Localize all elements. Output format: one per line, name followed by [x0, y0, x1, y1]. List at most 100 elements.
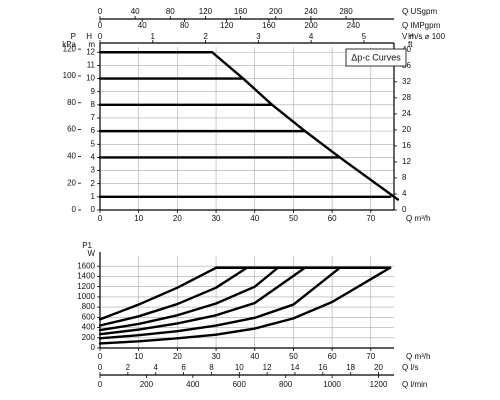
- x-tick-label: 50: [289, 214, 298, 223]
- extra-axis-label: Q l/min: [402, 380, 427, 389]
- y-axis-label: H: [86, 32, 92, 41]
- curve: [98, 266, 392, 345]
- extra-axis-label: V m/s ⌀ 100: [402, 32, 446, 41]
- x-tick-label: 10: [134, 352, 143, 361]
- extra-axis-tick-label: 0: [98, 21, 103, 30]
- extra-axis-tick-label: 800: [279, 380, 293, 389]
- extra-axis-tick-label: 1200: [370, 380, 388, 389]
- extra-axis-tick-label: 60: [67, 125, 76, 134]
- extra-axis-tick-label: 600: [233, 380, 247, 389]
- extra-axis-tick-label: 2: [126, 363, 131, 372]
- extra-axis-tick-label: 1: [151, 32, 156, 41]
- y-tick-label: 800: [82, 302, 96, 311]
- y-tick-label: 1400: [77, 272, 95, 281]
- extra-axis-tick-label: 240: [304, 7, 318, 16]
- extra-axis-tick-label: 20: [374, 363, 383, 372]
- extra-axis-tick-label: 120: [199, 7, 213, 16]
- x-tick-label: 20: [173, 352, 182, 361]
- extra-axis-tick-label: 1000: [323, 380, 341, 389]
- curve: [98, 266, 280, 332]
- y-axis-label: P1: [82, 241, 92, 250]
- extra-axis-tick-label: 80: [180, 21, 189, 30]
- curve: [210, 51, 400, 201]
- y-tick-label: 7: [91, 113, 96, 122]
- extra-axis-tick-label: 16: [318, 363, 327, 372]
- y-tick-label: 3: [91, 166, 96, 175]
- extra-axis-label: Q USgpm: [402, 7, 437, 16]
- extra-axis-tick-label: 0: [98, 380, 103, 389]
- x-tick-label: 0: [98, 352, 103, 361]
- extra-axis-tick-label: 0: [98, 363, 103, 372]
- y-tick-label: 1600: [77, 261, 95, 270]
- x-tick-label: 60: [328, 214, 337, 223]
- x-tick-label: 30: [212, 214, 221, 223]
- extra-axis-tick-label: 200: [269, 7, 283, 16]
- extra-axis-tick-label: 40: [67, 151, 76, 160]
- extra-axis-tick-label: 4: [153, 363, 158, 372]
- extra-axis-label: Q l/s: [402, 363, 418, 372]
- annotation: Δp-c Curves: [351, 52, 401, 62]
- extra-axis-tick-label: 14: [291, 363, 300, 372]
- extra-axis-tick-label: 4: [309, 32, 314, 41]
- extra-axis-unit: ft: [408, 40, 413, 49]
- extra-axis-tick-label: 40: [138, 21, 147, 30]
- x-axis-label: Q m³/h: [406, 352, 430, 361]
- extra-axis-tick-label: 120: [220, 21, 234, 30]
- extra-axis-tick-label: 0: [98, 32, 103, 41]
- extra-axis-tick-label: 240: [347, 21, 361, 30]
- extra-axis-tick-label: 400: [186, 380, 200, 389]
- x-tick-label: 60: [328, 352, 337, 361]
- y-tick-label: 8: [91, 100, 96, 109]
- extra-axis-tick-label: 10: [235, 363, 244, 372]
- extra-axis-tick-label: 6: [181, 363, 186, 372]
- extra-axis-tick-label: 18: [346, 363, 355, 372]
- x-tick-label: 0: [98, 214, 103, 223]
- extra-axis-label: P: [71, 32, 76, 41]
- extra-axis-unit: kPa: [62, 40, 76, 49]
- extra-axis-tick-label: 8: [209, 363, 214, 372]
- extra-axis-tick-label: 40: [402, 45, 411, 54]
- extra-axis-tick-label: 280: [339, 7, 353, 16]
- x-tick-label: 40: [250, 214, 259, 223]
- y-axis-unit: W: [87, 249, 95, 258]
- extra-axis-tick-label: 32: [402, 77, 411, 86]
- extra-axis-label: Q IMPgpm: [402, 21, 441, 30]
- y-tick-label: 4: [91, 153, 96, 162]
- extra-axis-tick-label: 16: [402, 141, 411, 150]
- extra-axis-tick-label: 100: [63, 71, 77, 80]
- extra-axis-tick-label: 36: [402, 61, 411, 70]
- y-tick-label: 9: [91, 87, 96, 96]
- extra-axis-tick-label: 24: [402, 109, 411, 118]
- extra-axis-tick-label: 0: [72, 205, 77, 214]
- x-tick-label: 70: [366, 214, 375, 223]
- extra-axis-tick-label: 40: [131, 7, 140, 16]
- extra-axis-tick-label: 4: [402, 189, 407, 198]
- y-tick-label: 11: [87, 61, 96, 70]
- extra-axis-tick-label: 12: [263, 363, 272, 372]
- extra-axis-tick-label: 12: [402, 157, 411, 166]
- x-tick-label: 30: [212, 352, 221, 361]
- y-tick-label: 10: [86, 74, 95, 83]
- y-tick-label: 5: [91, 139, 96, 148]
- extra-axis-tick-label: 160: [262, 21, 276, 30]
- curve: [98, 266, 218, 321]
- y-axis-unit: m: [88, 40, 95, 49]
- y-tick-label: 1000: [77, 292, 95, 301]
- x-axis-label: Q m³/h: [406, 214, 430, 223]
- extra-axis-tick-label: 20: [67, 178, 76, 187]
- curve: [98, 266, 307, 336]
- y-tick-label: 12: [86, 47, 95, 56]
- extra-axis-tick-label: 5: [362, 32, 367, 41]
- x-tick-label: 40: [250, 352, 259, 361]
- extra-axis-tick-label: 3: [256, 32, 261, 41]
- extra-axis-tick-label: 200: [304, 21, 318, 30]
- y-tick-label: 600: [82, 312, 96, 321]
- y-tick-label: 2: [91, 179, 96, 188]
- extra-axis-tick-label: 0: [402, 205, 407, 214]
- extra-axis-tick-label: 80: [67, 98, 76, 107]
- extra-axis-tick-label: 20: [402, 125, 411, 134]
- x-tick-label: 20: [173, 214, 182, 223]
